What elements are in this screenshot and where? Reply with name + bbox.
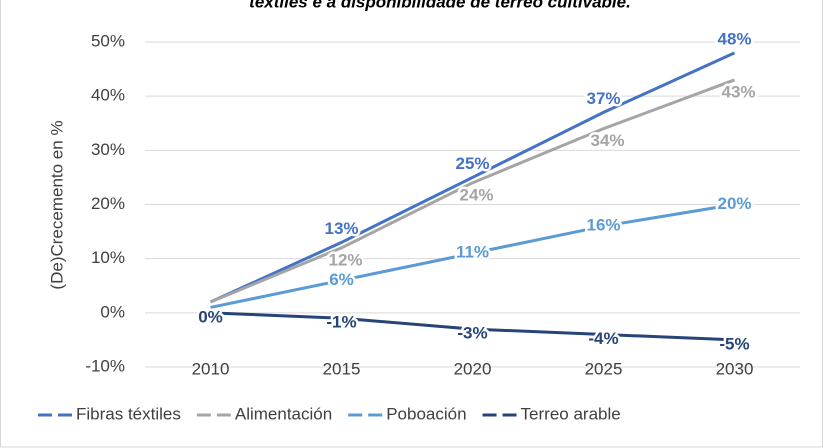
y-tick-label: 50% [91, 31, 125, 50]
y-tick-label: 30% [91, 140, 125, 159]
x-tick-label: 2025 [585, 359, 623, 378]
y-axis-label: (De)Crecemento en % [47, 120, 66, 289]
series-line [209, 78, 736, 304]
series-line [209, 51, 736, 304]
data-label: 13% [324, 219, 358, 238]
y-tick-label: 40% [91, 86, 125, 105]
data-label: -5% [719, 334, 749, 353]
data-label: 34% [590, 131, 624, 150]
x-tick-label: 2015 [323, 359, 361, 378]
data-label: 16% [586, 216, 620, 235]
legend-label: Alimentación [235, 404, 332, 423]
y-tick-label: -10% [85, 356, 125, 375]
data-label: 43% [721, 82, 755, 101]
data-label: -1% [326, 313, 356, 332]
legend-label: Terreo arable [521, 404, 621, 423]
data-label: 20% [717, 194, 751, 213]
y-tick-label: 20% [91, 194, 125, 213]
data-label: 12% [328, 250, 362, 269]
data-label: 48% [717, 29, 751, 48]
data-label: 24% [459, 185, 493, 204]
series-line [210, 311, 735, 342]
series-line [210, 203, 735, 309]
y-tick-label: 10% [91, 248, 125, 267]
legend-label: Poboación [386, 404, 466, 423]
data-label: -4% [588, 329, 618, 348]
y-tick-label: 0% [100, 302, 125, 321]
chart-title: téxtiles e a dispoñibilidade de terreo c… [249, 0, 631, 11]
data-label: 25% [455, 154, 489, 173]
legend-label: Fibras téxtiles [76, 404, 181, 423]
x-tick-label: 2020 [454, 359, 492, 378]
x-tick-label: 2030 [716, 359, 754, 378]
data-label: 0% [198, 307, 223, 326]
data-label: -3% [457, 324, 487, 343]
x-tick-label: 2010 [192, 359, 230, 378]
data-label: 6% [329, 270, 354, 289]
data-label: 11% [456, 243, 489, 262]
data-label: 37% [586, 89, 620, 108]
